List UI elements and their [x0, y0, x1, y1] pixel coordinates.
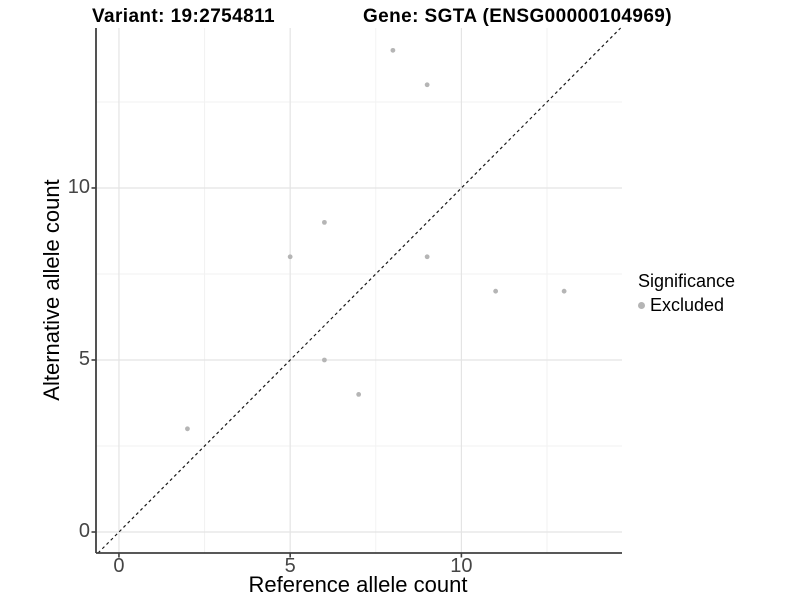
data-point [493, 288, 499, 294]
y-axis-title: Alternative allele count [39, 179, 64, 401]
data-point [322, 219, 327, 225]
x-tick-label: 5 [284, 555, 296, 577]
identity-line [97, 27, 622, 554]
data-point [356, 391, 362, 397]
data-point [390, 47, 396, 53]
legend-title: Significance [638, 271, 736, 291]
legend-item-excluded: Excluded [638, 294, 735, 316]
x-tick-label: 0 [113, 555, 125, 577]
y-tick-label: 5 [78, 348, 90, 371]
data-point [561, 288, 567, 294]
y-tick-label: 0 [78, 520, 90, 543]
legend-point-icon [638, 301, 645, 309]
plot-title-gene: Gene: SGTA (ENSG00000104969) [363, 6, 673, 27]
legend: Significance Excluded [638, 270, 735, 316]
x-tick-label: 10 [450, 555, 473, 577]
data-point [287, 254, 293, 260]
data-point [424, 82, 430, 88]
y-tick-label: 10 [67, 176, 90, 199]
data-point [185, 426, 190, 432]
legend-item-label: Excluded [650, 295, 725, 315]
data-point [322, 357, 327, 363]
data-point [424, 254, 430, 260]
plot-title-variant: Variant: 19:2754811 [92, 6, 275, 27]
x-axis-title: Reference allele count [248, 572, 468, 597]
